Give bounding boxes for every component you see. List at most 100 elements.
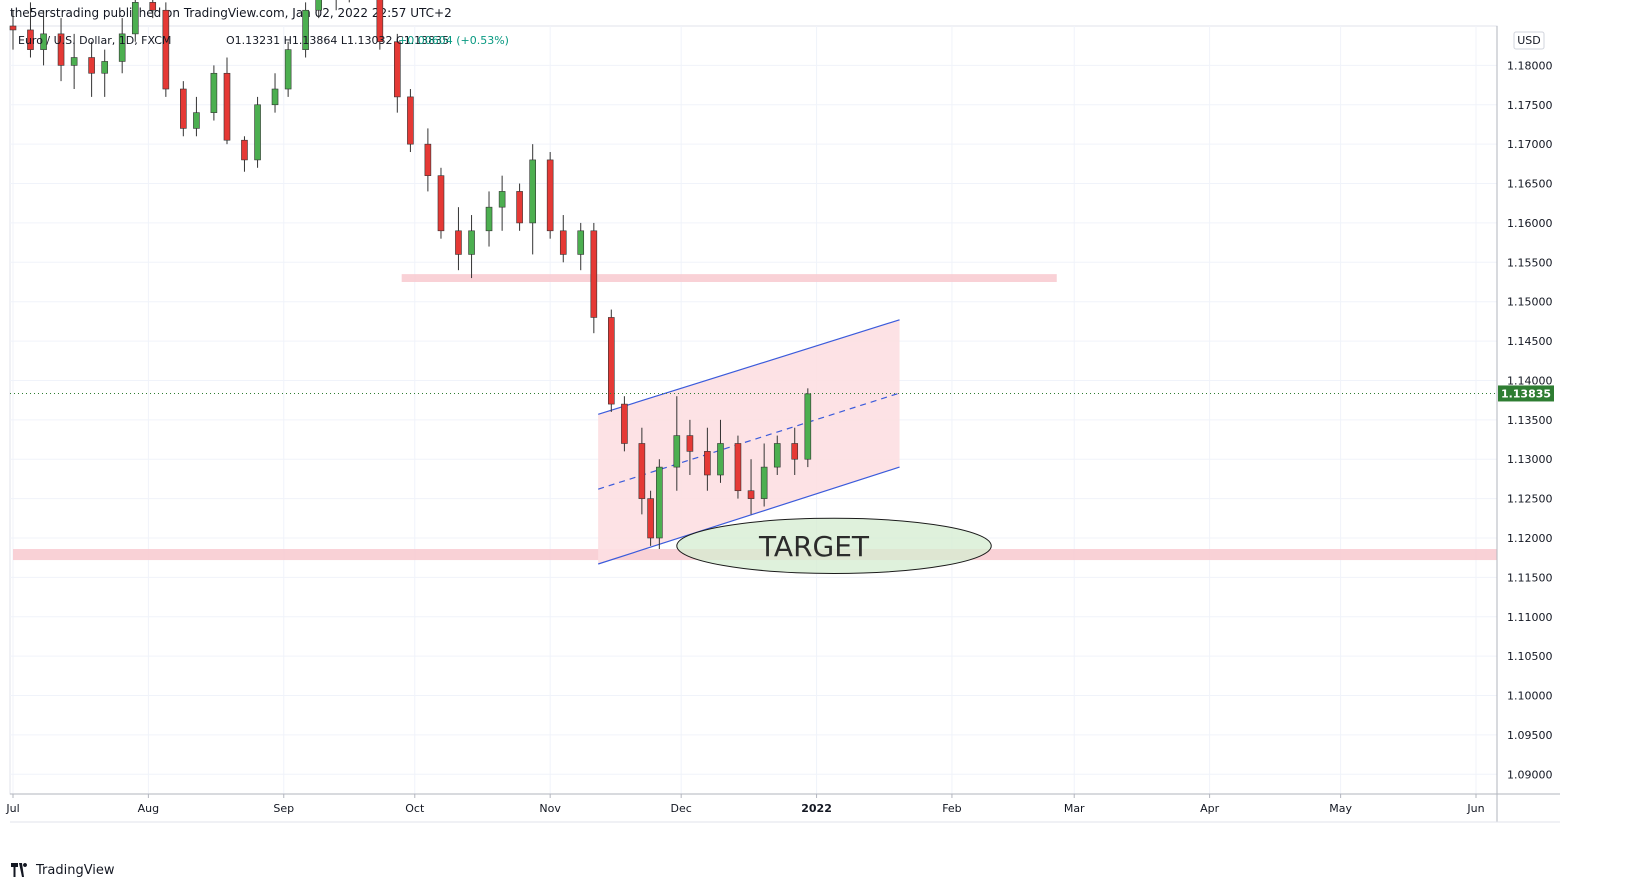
- time-tick-label: Jun: [1466, 802, 1484, 815]
- candle-body: [621, 403, 628, 444]
- target-ellipse: [676, 517, 992, 574]
- price-tick-label: 1.14000: [1507, 374, 1553, 387]
- price-tick-label: 1.16000: [1507, 217, 1553, 230]
- price-tick-label: 1.13500: [1507, 414, 1553, 427]
- candle-body: [407, 96, 414, 145]
- candle-body: [455, 230, 462, 255]
- price-tick-label: 1.14500: [1507, 335, 1553, 348]
- candle-body: [577, 230, 585, 255]
- candle-body: [656, 466, 663, 539]
- published-line: the5erstrading published on TradingView.…: [10, 6, 452, 20]
- candle-body: [559, 230, 567, 255]
- price-tick-label: 1.11000: [1507, 611, 1553, 624]
- candle-body: [747, 490, 755, 499]
- candle-body: [284, 49, 292, 90]
- candle-body: [131, 2, 139, 35]
- price-tick-label: 1.13000: [1507, 453, 1553, 466]
- price-tick-label: 1.15000: [1507, 296, 1553, 309]
- price-tick-label: 1.09500: [1507, 729, 1553, 742]
- channel-mid-line: [598, 392, 900, 490]
- time-tick-label: Dec: [671, 802, 692, 815]
- price-tick-label: 1.10000: [1507, 690, 1553, 703]
- candle-body: [760, 466, 768, 499]
- currency-badge[interactable]: USD: [1513, 31, 1545, 50]
- candle-body: [394, 41, 401, 98]
- channel-box: [598, 319, 900, 564]
- candle-body: [223, 72, 231, 141]
- sr-zone: [401, 274, 1057, 282]
- candle-body: [9, 25, 17, 31]
- candle-body: [638, 443, 646, 499]
- time-tick-label: Jul: [5, 802, 19, 815]
- price-tick-label: 1.11500: [1507, 571, 1553, 584]
- candle-body: [529, 159, 536, 224]
- candle-body: [485, 206, 493, 232]
- candle-body: [791, 443, 799, 460]
- candle-body: [468, 230, 475, 255]
- candle-body: [241, 139, 248, 161]
- price-tick-label: 1.17500: [1507, 99, 1553, 112]
- candle-body: [149, 2, 157, 11]
- price-tick-label: 1.10500: [1507, 650, 1553, 663]
- channel-upper-line: [598, 319, 900, 415]
- candle-body: [608, 317, 615, 405]
- target-label: TARGET: [758, 530, 870, 563]
- time-tick-label: Nov: [539, 802, 561, 815]
- candle-body: [27, 29, 34, 50]
- candle-body: [590, 230, 598, 318]
- channel-lower-line: [598, 466, 900, 565]
- candle-body: [516, 191, 523, 224]
- candle-body: [717, 443, 724, 476]
- price-tick-label: 1.09000: [1507, 768, 1553, 781]
- symbol-legend: Euro / U.S. Dollar, 1D, FXCM O1.13231 H1…: [18, 34, 509, 47]
- time-tick-label: Apr: [1200, 802, 1220, 815]
- candle-body: [254, 104, 261, 161]
- candle-body: [193, 112, 200, 129]
- candle-body: [271, 88, 279, 106]
- time-tick-label: Sep: [273, 802, 294, 815]
- candle-body: [804, 393, 812, 460]
- candle-body: [673, 435, 681, 468]
- candle-body: [686, 435, 694, 452]
- last-price-label: 1.13835: [1501, 387, 1551, 400]
- price-tick-label: 1.15500: [1507, 256, 1553, 269]
- candle-body: [180, 88, 187, 129]
- legend-change: +0.00604 (+0.53%): [398, 34, 509, 47]
- tradingview-logo-icon: [11, 863, 28, 877]
- candle-body: [437, 175, 445, 232]
- price-channel: [598, 319, 900, 565]
- candle-body: [57, 33, 65, 66]
- time-tick-label: May: [1329, 802, 1352, 815]
- candle-body: [376, 0, 384, 43]
- candle-body: [498, 191, 506, 208]
- last-price-line: 1.13835: [10, 385, 1554, 402]
- candle-body: [70, 57, 78, 66]
- last-price-tag: [1498, 385, 1554, 402]
- price-tick-label: 1.16500: [1507, 178, 1553, 191]
- time-tick-label: Mar: [1064, 802, 1085, 815]
- tradingview-footer[interactable]: TradingView: [10, 862, 115, 878]
- time-tick-label: 2022: [801, 802, 832, 815]
- legend-symbol: Euro / U.S. Dollar, 1D, FXCM: [18, 34, 171, 47]
- time-axis[interactable]: Jul Aug Sep Oct Nov Dec 2022 Feb Mar Apr May Jun: [5, 793, 1560, 823]
- currency-badge-label: USD: [1517, 34, 1541, 47]
- time-tick-label: Oct: [405, 802, 425, 815]
- price-tick-label: 1.18000: [1507, 59, 1553, 72]
- candle-body: [40, 33, 47, 50]
- candle-body: [704, 451, 711, 476]
- target-zone: TARGET: [676, 517, 992, 574]
- candle-body: [210, 72, 218, 113]
- time-tick-label: Aug: [138, 802, 159, 815]
- candle-body: [546, 159, 554, 232]
- price-tick-label: 1.12500: [1507, 493, 1553, 506]
- price-tick-label: 1.12000: [1507, 532, 1553, 545]
- candle-body: [101, 61, 109, 74]
- price-tick-label: 1.17000: [1507, 138, 1553, 151]
- candle-body: [88, 57, 95, 74]
- candle-body: [118, 33, 126, 62]
- time-tick-label: Feb: [942, 802, 961, 815]
- legend-ohlc: O1.13231 H1.13864 L1.13032 C1.13835: [226, 34, 449, 47]
- price-axis[interactable]: 1.09000 1.09500 1.10000 1.10500 1.11000 1.115…: [1496, 26, 1553, 822]
- candle-body: [302, 9, 309, 50]
